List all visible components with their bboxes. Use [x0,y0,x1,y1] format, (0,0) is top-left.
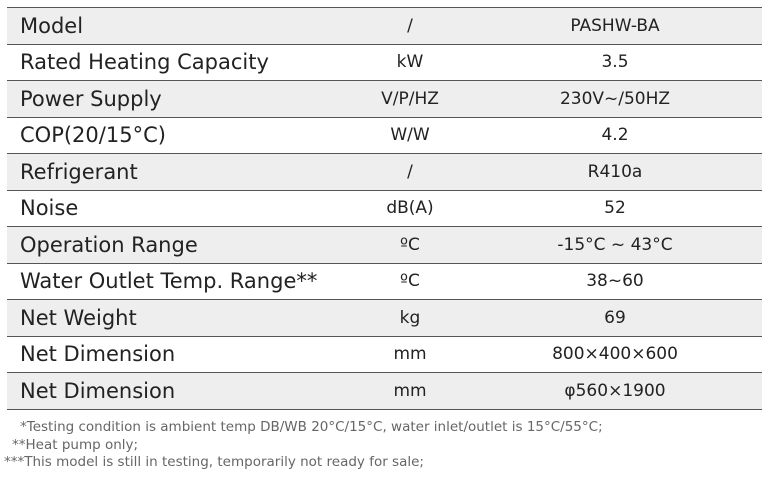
footnotes: *Testing condition is ambient temp DB/WB… [0,419,768,472]
spec-name: Refrigerant [7,153,352,191]
footnote: **Heat pump only; [12,436,139,453]
spec-value: 800×400×600 [468,336,762,373]
footnote: *Testing condition is ambient temp DB/WB… [20,419,603,435]
spec-unit: mm [352,336,468,373]
table-row: Noise dB(A) 52 [7,190,762,227]
spec-unit: ºC [352,226,468,264]
spec-unit: V/P/HZ [352,80,468,118]
table-row: Model / PASHW-BA [7,7,762,45]
spec-name: Net Dimension [7,372,352,410]
spec-name: Model [7,7,352,45]
table-row: Rated Heating Capacity kW 3.5 [7,44,762,81]
spec-value: 52 [468,190,762,227]
spec-name: Noise [7,190,352,227]
spec-value: φ560×1900 [468,372,762,410]
table-row: Net Weight kg 69 [7,299,762,337]
spec-unit: ºC [352,263,468,300]
table-row: Refrigerant / R410a [7,153,762,191]
footnote: ***This model is still in testing, tempo… [4,454,424,470]
table-row: Water Outlet Temp. Range** ºC 38~60 [7,263,762,300]
spec-name: Power Supply [7,80,352,118]
spec-value: PASHW-BA [468,7,762,45]
spec-unit: / [352,7,468,45]
spec-unit: kW [352,44,468,81]
table-row: Net Dimension mm 800×400×600 [7,336,762,373]
spec-table: Model / PASHW-BA Rated Heating Capacity kW 3.… [7,7,762,410]
spec-unit: W/W [352,117,468,154]
spec-value: R410a [468,153,762,191]
spec-unit: mm [352,372,468,410]
spec-name: Operation Range [7,226,352,264]
table-row: COP(20/15°C) W/W 4.2 [7,117,762,154]
spec-value: 4.2 [468,117,762,154]
table-row: Power Supply V/P/HZ 230V~/50HZ [7,80,762,118]
spec-name: Rated Heating Capacity [7,44,352,81]
spec-unit: kg [352,299,468,337]
spec-value: -15°C ~ 43°C [468,226,762,264]
spec-unit: / [352,153,468,191]
spec-value: 3.5 [468,44,762,81]
spec-value: 38~60 [468,263,762,300]
spec-name: Net Weight [7,299,352,337]
spec-name: Net Dimension [7,336,352,373]
spec-unit: dB(A) [352,190,468,227]
table-row: Net Dimension mm φ560×1900 [7,372,762,410]
table-row: Operation Range ºC -15°C ~ 43°C [7,226,762,264]
spec-value: 230V~/50HZ [468,80,762,118]
spec-name: COP(20/15°C) [7,117,352,154]
spec-value: 69 [468,299,762,337]
spec-name: Water Outlet Temp. Range** [7,263,352,300]
